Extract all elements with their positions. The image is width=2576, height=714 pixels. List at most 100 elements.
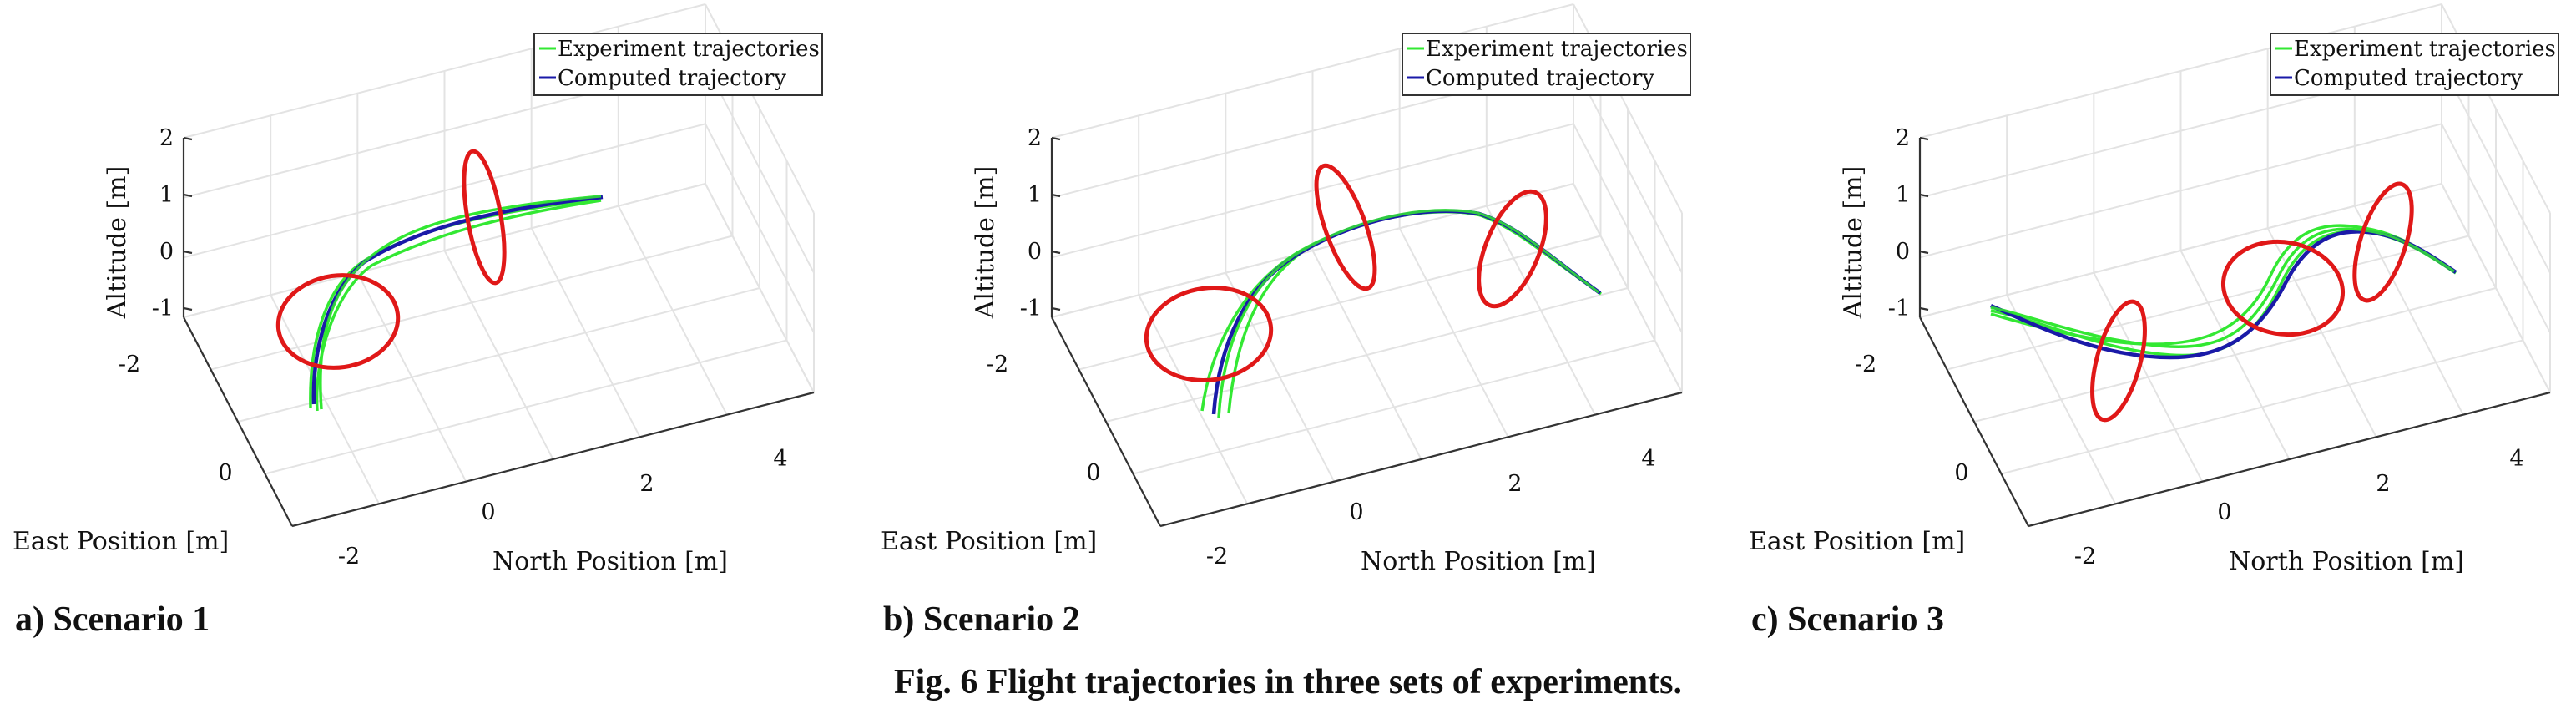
panel-label: b) Scenario 2: [883, 600, 1080, 639]
gate-ellipse: [2220, 239, 2346, 337]
experiment-trajectory-line: [1217, 209, 1599, 418]
x-tick-label: 4: [2509, 446, 2523, 472]
y-tick-label: -2: [987, 352, 1008, 377]
z-tick-mark: [1051, 306, 1061, 311]
x-tick-label: 2: [1508, 471, 1522, 497]
east-axis-label: East Position [m]: [13, 527, 229, 556]
experiment-trajectory-line: [309, 197, 602, 408]
grid-line: [1051, 123, 1574, 259]
z-tick-label: 0: [1896, 239, 1910, 265]
panel-1: 2 1 0 -1 -2 0 0 2 4 -2 Altitude [m] East Position […: [13, 3, 823, 639]
panel-label: a) Scenario 1: [15, 600, 210, 639]
altitude-axis-label: Altitude [m]: [103, 166, 132, 320]
experiment-trajectory-line: [319, 195, 602, 410]
grid-line: [1573, 123, 1683, 333]
side-wall-grid: [1573, 3, 1683, 393]
trajectories: [1200, 209, 1603, 418]
trajectories: [1990, 224, 2457, 360]
legend-box: [1402, 33, 1691, 96]
floor-grid: [183, 183, 815, 527]
z-tick-label: 1: [1896, 182, 1910, 208]
east-axis: [1919, 316, 2029, 527]
altitude-axis-label: Altitude [m]: [971, 166, 1000, 320]
z-tick-label: -1: [1888, 296, 1910, 322]
gate-ellipse: [1477, 189, 1548, 309]
gate-ellipse: [2352, 181, 2414, 303]
x-tick-label: -2: [2074, 544, 2096, 570]
z-tick-mark: [183, 193, 193, 198]
y-tick-label: 0: [218, 460, 232, 486]
north-axis: [291, 391, 815, 528]
grid-line: [705, 183, 815, 393]
z-tick-mark: [1051, 250, 1061, 255]
gate-ellipse: [2090, 299, 2147, 423]
z-tick-label: 2: [1896, 125, 1910, 151]
z-tick-label: 0: [159, 239, 174, 265]
north-axis-label: North Position [m]: [2229, 547, 2464, 576]
grid-line: [1919, 3, 2442, 139]
grid-line: [183, 183, 706, 318]
gate-ellipse: [1314, 163, 1377, 291]
z-tick-mark: [1919, 136, 1929, 141]
north-axis-label: North Position [m]: [492, 547, 728, 576]
grid-line: [237, 287, 760, 423]
legend: Experiment trajectories Computed trajecto…: [2270, 33, 2559, 96]
east-axis: [1051, 316, 1161, 527]
trajectories: [309, 195, 604, 412]
grid-line: [1078, 235, 1601, 371]
z-tick-mark: [1051, 136, 1061, 141]
z-tick-label: 1: [159, 182, 174, 208]
grid-line: [210, 235, 733, 371]
y-tick-label: -2: [119, 352, 140, 377]
panel-3: 2 1 0 -1 -2 0 0 2 4 -2 Altitude [m] East Position […: [1749, 3, 2559, 639]
legend: Experiment trajectories Computed trajecto…: [1402, 33, 1691, 96]
y-tick-label: -2: [1855, 352, 1876, 377]
grid-line: [1051, 3, 1574, 139]
legend-computed-label: Computed trajectory: [558, 66, 786, 91]
floor-grid: [1919, 183, 2551, 527]
legend-computed-label: Computed trajectory: [1426, 66, 1654, 91]
north-axis: [2028, 391, 2551, 528]
altitude-axis-label: Altitude [m]: [1839, 166, 1868, 320]
grid-line: [1051, 183, 1574, 318]
grid-line: [1573, 63, 1683, 274]
grid-line: [1919, 183, 2442, 318]
grid-line: [1919, 123, 2442, 259]
x-tick-label: 0: [481, 499, 495, 525]
x-tick-label: -2: [338, 544, 360, 570]
z-tick-mark: [183, 306, 193, 311]
grid-line: [705, 63, 815, 274]
y-tick-label: 0: [1086, 460, 1100, 486]
panel-2: 2 1 0 -1 -2 0 0 2 4 -2 Altitude [m] East Position […: [881, 3, 1691, 639]
grid-line: [1947, 235, 2469, 371]
z-tick-mark: [183, 250, 193, 255]
north-axis: [1159, 391, 1683, 528]
north-axis-label: North Position [m]: [1361, 547, 1596, 576]
grid-line: [1973, 287, 2497, 423]
grid-line: [705, 123, 815, 333]
legend: Experiment trajectories Computed trajecto…: [533, 33, 823, 96]
z-tick-label: -1: [1020, 296, 1042, 322]
z-tick-mark: [1051, 193, 1061, 198]
grid-line: [183, 3, 706, 139]
z-tick-label: 1: [1028, 182, 1042, 208]
grid-line: [2441, 183, 2551, 393]
gate-ellipse: [275, 273, 401, 370]
gate-ellipse: [1144, 286, 1274, 382]
panel-label: c) Scenario 3: [1751, 600, 1944, 639]
figure-caption: Fig. 6 Flight trajectories in three sets…: [894, 663, 1682, 701]
legend-experiment-label: Experiment trajectories: [2294, 37, 2556, 62]
east-axis-label: East Position [m]: [1749, 527, 1965, 556]
x-tick-label: 4: [1641, 446, 1655, 472]
legend-box: [2270, 33, 2559, 96]
z-tick-label: -1: [152, 296, 174, 322]
x-tick-label: 4: [773, 446, 787, 472]
experiment-trajectory-line: [319, 195, 602, 410]
grid-line: [1105, 287, 1629, 423]
x-tick-label: 2: [639, 471, 654, 497]
x-tick-label: -2: [1206, 544, 1228, 570]
y-tick-label: 0: [1954, 460, 1968, 486]
x-tick-label: 0: [1349, 499, 1363, 525]
grid-line: [2441, 63, 2551, 274]
grid-line: [1573, 183, 1683, 393]
